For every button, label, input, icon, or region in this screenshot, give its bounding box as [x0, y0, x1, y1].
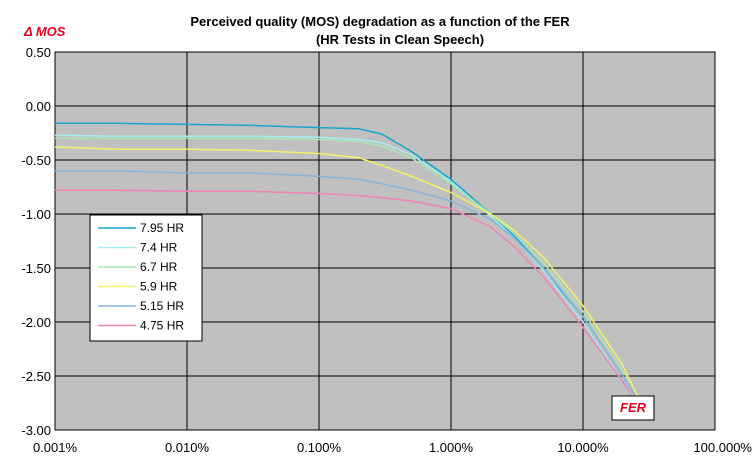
legend-label: 5.9 HR: [140, 280, 178, 294]
y-tick-label: -2.50: [21, 369, 51, 384]
series-line-6.7-hr: [55, 137, 647, 409]
x-tick-label: 0.010%: [165, 440, 210, 455]
legend-label: 5.15 HR: [140, 299, 184, 313]
x-tick-label: 100.000%: [693, 440, 752, 455]
y-tick-label: -1.50: [21, 261, 51, 276]
x-axis-label-box: [611, 395, 655, 421]
legend-box: [89, 214, 203, 342]
series-line-7.4-hr: [55, 134, 647, 420]
series-line-5.15-hr: [55, 170, 647, 415]
legend-items: 7.95 HR 7.4 HR 6.7 HR 5.9 HR 5.15 HR 4.75 HR: [98, 221, 184, 333]
legend-label: 7.95 HR: [140, 221, 184, 235]
chart-title: Perceived quality (MOS) degradation as a…: [190, 14, 570, 29]
x-axis-ticks: 0.001% 0.010% 0.100% 1.000% 10.000% 100.000%: [33, 440, 752, 455]
legend-label: 7.4 HR: [140, 241, 178, 255]
series-line-4.75-hr: [55, 189, 647, 420]
x-axis-label: FER: [620, 400, 647, 415]
y-tick-label: -2.00: [21, 315, 51, 330]
x-tick-label: 1.000%: [429, 440, 474, 455]
y-tick-label: 0.00: [26, 99, 51, 114]
y-tick-label: -0.50: [21, 153, 51, 168]
y-tick-label: 0.50: [26, 45, 51, 60]
legend-label: 6.7 HR: [140, 260, 178, 274]
chart-subtitle: (HR Tests in Clean Speech): [316, 32, 484, 47]
x-tick-label: 10.000%: [557, 440, 609, 455]
y-axis-ticks: 0.50 0.00 -0.50 -1.00 -1.50 -2.00 -2.50 -3.00: [21, 45, 51, 438]
y-axis-label: Δ MOS: [23, 24, 66, 39]
series-lines: [55, 122, 647, 420]
legend: 7.95 HR 7.4 HR 6.7 HR 5.9 HR 5.15 HR 4.75 HR: [89, 214, 203, 342]
y-tick-label: -1.00: [21, 207, 51, 222]
legend-label: 4.75 HR: [140, 319, 184, 333]
x-tick-label: 0.001%: [33, 440, 78, 455]
x-tick-label: 0.100%: [297, 440, 342, 455]
y-tick-label: -3.00: [21, 423, 51, 438]
series-line-5.9-hr: [55, 146, 647, 415]
